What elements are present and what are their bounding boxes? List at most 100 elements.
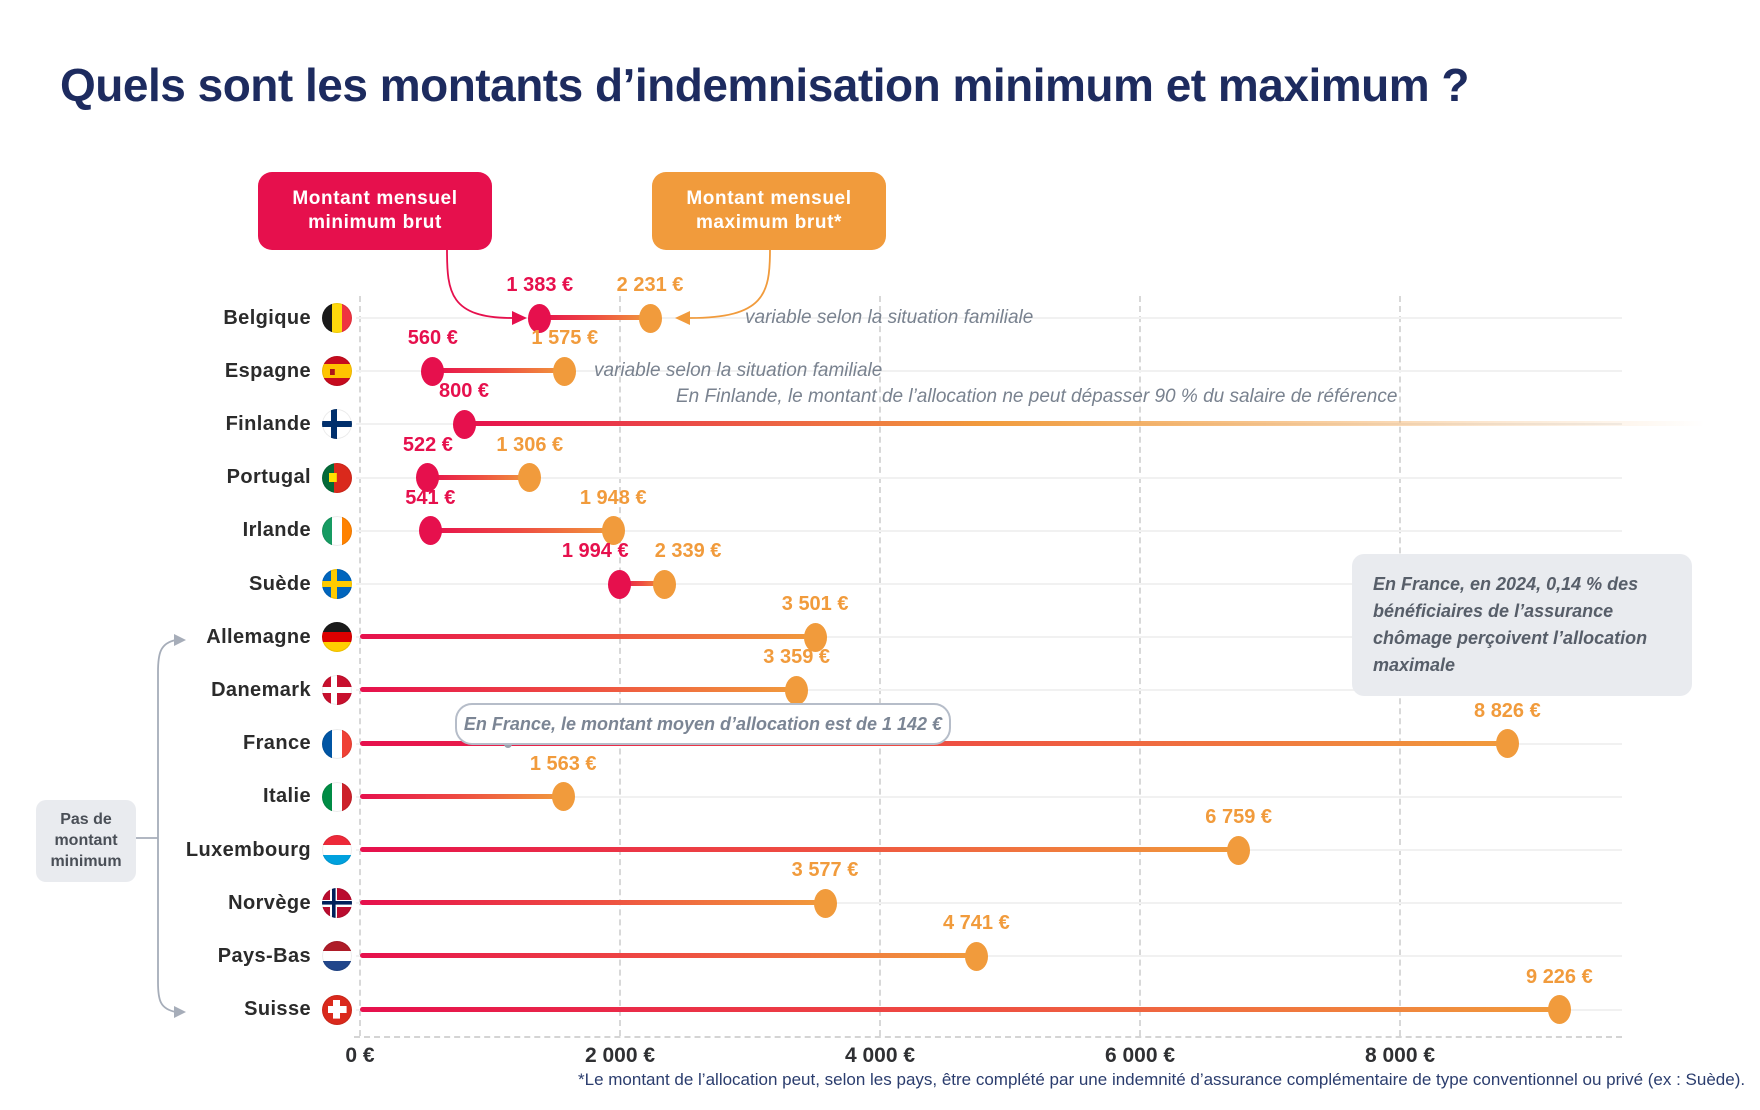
axis-tick-label: 6 000 €: [1104, 1044, 1176, 1067]
max-dot: [1495, 729, 1519, 759]
max-dot: [638, 303, 662, 333]
country-row: Italie: [0, 780, 352, 814]
max-dot: [518, 463, 542, 493]
dk-flag-icon: [322, 675, 352, 706]
country-label: Finlande: [225, 412, 311, 435]
max-value-label: 1 948 €: [579, 486, 647, 509]
min-dot: [528, 303, 552, 333]
country-row: Allemagne: [0, 620, 352, 654]
legend-minimum-label-line1: Montant mensuel: [292, 188, 458, 210]
country-label: Belgique: [223, 306, 311, 329]
min-dot: [416, 463, 440, 493]
chart-bottom-border: [354, 1036, 1622, 1038]
country-label: Danemark: [211, 678, 311, 701]
max-value-label: 3 359 €: [763, 646, 831, 669]
row-track-line: [356, 370, 1622, 373]
max-value-label: 8 826 €: [1474, 699, 1541, 722]
dumbbell-line: [464, 421, 1705, 427]
gridline: [879, 296, 881, 1036]
max-value-label: 3 501 €: [781, 593, 849, 616]
no-minimum-box: Pas de montant minimum: [36, 800, 136, 883]
france-average-callout: En France, le montant moyen d’allocation…: [455, 703, 951, 745]
country-label: Luxembourg: [185, 838, 311, 861]
max-dot: [1227, 835, 1251, 865]
dumbbell-line: [360, 1006, 1560, 1012]
country-label: Italie: [263, 785, 311, 808]
dumbbell-line: [427, 474, 530, 480]
dumbbell-line: [430, 527, 614, 533]
country-row: Espagne: [0, 354, 352, 388]
max-dot: [601, 516, 625, 546]
legend-maximum-label-line1: Montant mensuel: [686, 188, 852, 210]
country-label: Norvège: [228, 891, 311, 914]
dumbbell-line: [539, 315, 651, 320]
row-annotation: variable selon la situation familiale: [745, 307, 1034, 328]
dumbbell-line: [360, 793, 564, 799]
row-annotation: En Finlande, le montant de l’allocation …: [676, 386, 1398, 408]
lu-flag-icon: [322, 835, 352, 865]
de-flag-icon: [322, 622, 352, 653]
max-dot: [785, 675, 809, 705]
legend-maximum-box: Montant mensuel maximum brut*: [652, 172, 886, 250]
dumbbell-line: [360, 687, 797, 693]
max-dot: [803, 622, 827, 652]
row-track-line: [356, 795, 1622, 798]
max-value-label: 1 563 €: [529, 752, 597, 775]
country-row: Luxembourg: [0, 833, 352, 867]
country-label: Suède: [248, 572, 311, 595]
country-row: Danemark: [0, 673, 352, 707]
no-minimum-label-line1: Pas de: [60, 811, 112, 828]
country-label: Allemagne: [206, 625, 311, 648]
min-dot: [421, 356, 445, 386]
country-row: France: [0, 727, 352, 761]
country-label: Espagne: [224, 359, 311, 382]
dumbbell-line: [360, 847, 1239, 852]
dumbbell-line: [619, 581, 665, 586]
country-row: Pays-Bas: [0, 939, 352, 973]
country-row: Suisse: [0, 993, 352, 1027]
max-dot: [553, 356, 577, 386]
min-value-label: 800 €: [438, 380, 490, 403]
country-label: Portugal: [226, 466, 311, 489]
no-minimum-label-line3: minimum: [50, 852, 122, 870]
gridline: [359, 296, 361, 1036]
dumbbell-line: [360, 900, 825, 906]
no-flag-icon: [322, 888, 352, 919]
country-row: Irlande: [0, 514, 352, 548]
max-value-label: 9 226 €: [1526, 965, 1593, 988]
max-value-label: 3 577 €: [791, 859, 859, 882]
legend-maximum-label-line2: maximum brut*: [695, 212, 843, 233]
fi-flag-icon: [322, 409, 352, 440]
france-average-callout-text: En France, le montant moyen d’allocation…: [463, 713, 943, 734]
nl-flag-icon: [322, 941, 352, 972]
country-row: Norvège: [0, 886, 352, 920]
se-flag-icon: [322, 569, 352, 599]
country-label: Suisse: [244, 998, 311, 1021]
country-label: Pays-Bas: [217, 944, 311, 967]
max-dot: [964, 941, 988, 971]
axis-tick-label: 0 €: [345, 1044, 375, 1067]
row-annotation: variable selon la situation familiale: [594, 360, 883, 382]
pt-flag-icon: [322, 462, 352, 493]
country-row: Suède: [0, 567, 352, 601]
max-value-label: 2 339 €: [654, 540, 722, 562]
row-track-line: [356, 902, 1622, 905]
no-minimum-label-line2: montant: [54, 831, 118, 849]
fr-flag-icon: [322, 728, 352, 759]
max-dot: [1547, 995, 1571, 1025]
row-track-line: [356, 955, 1622, 958]
axis-tick-label: 2 000 €: [584, 1044, 656, 1067]
page-title: Quels sont les montants d’indemnisation …: [60, 59, 1470, 111]
country-label: France: [243, 732, 311, 755]
gridline: [619, 296, 621, 1036]
max-value-label: 2 231 €: [616, 274, 684, 296]
be-flag-icon: [322, 303, 352, 333]
country-label: Irlande: [242, 519, 311, 542]
max-value-label: 1 306 €: [496, 433, 564, 456]
min-value-label: 560 €: [407, 327, 458, 350]
row-track-line: [356, 636, 1622, 639]
legend-minimum-label-line2: minimum brut: [308, 212, 442, 233]
axis-tick-label: 8 000 €: [1364, 1044, 1436, 1067]
